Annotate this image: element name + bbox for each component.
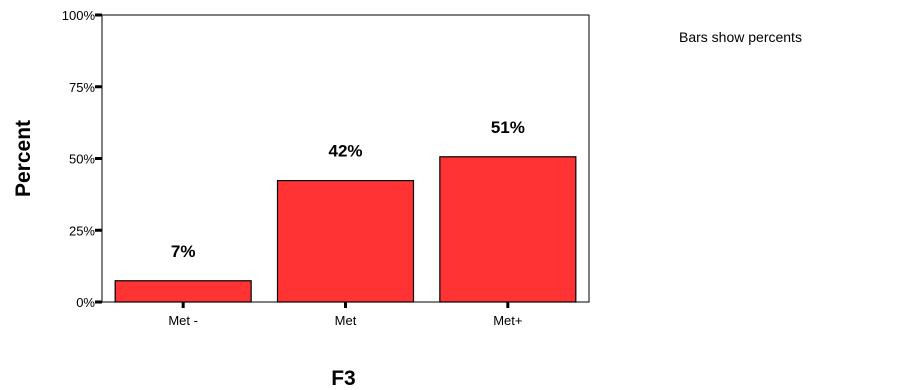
bar (114, 280, 252, 303)
x-tick-label: Met (335, 313, 357, 328)
x-axis-title: F3 (331, 367, 356, 390)
y-axis: 0% 25% 50% 75% 100% (62, 8, 102, 310)
chart-note: Bars show percents (679, 29, 802, 45)
bar (439, 156, 577, 303)
x-axis: Met - Met Met+ (168, 302, 522, 328)
x-tick-label: Met - (168, 313, 198, 328)
bar (276, 179, 415, 303)
y-axis-title: Percent (12, 120, 35, 197)
y-tick-label: 50% (69, 152, 95, 167)
bar-data-label: 42% (328, 142, 362, 161)
bars-group: 7% 42% 51% (114, 118, 577, 303)
bar-data-label: 51% (491, 118, 525, 137)
y-tick-label: 75% (69, 80, 95, 95)
y-tick-label: 100% (62, 8, 96, 23)
bar-data-label: 7% (171, 242, 196, 261)
y-tick-label: 0% (76, 295, 95, 310)
x-tick-label: Met+ (493, 313, 522, 328)
y-tick-label: 25% (69, 223, 95, 238)
